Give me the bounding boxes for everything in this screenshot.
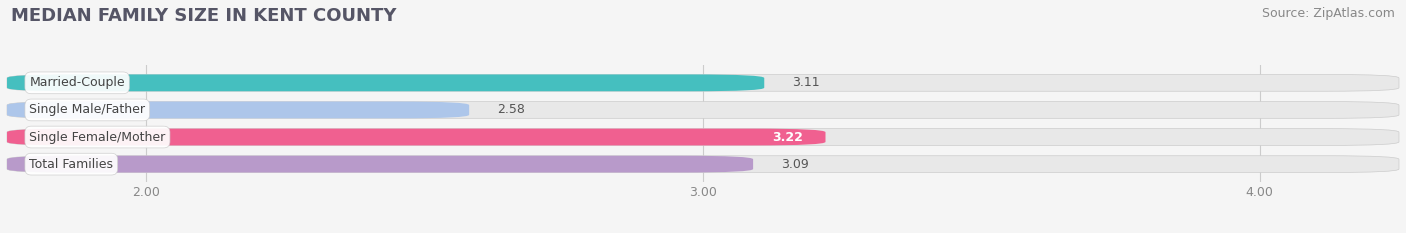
Text: MEDIAN FAMILY SIZE IN KENT COUNTY: MEDIAN FAMILY SIZE IN KENT COUNTY bbox=[11, 7, 396, 25]
FancyBboxPatch shape bbox=[7, 75, 1399, 91]
FancyBboxPatch shape bbox=[7, 129, 825, 145]
Text: Source: ZipAtlas.com: Source: ZipAtlas.com bbox=[1261, 7, 1395, 20]
Text: Single Male/Father: Single Male/Father bbox=[30, 103, 145, 116]
Text: Total Families: Total Families bbox=[30, 158, 114, 171]
FancyBboxPatch shape bbox=[7, 102, 1399, 118]
Text: 3.22: 3.22 bbox=[772, 130, 803, 144]
FancyBboxPatch shape bbox=[7, 102, 470, 118]
Text: Married-Couple: Married-Couple bbox=[30, 76, 125, 89]
FancyBboxPatch shape bbox=[7, 156, 754, 172]
FancyBboxPatch shape bbox=[7, 75, 765, 91]
Text: 3.11: 3.11 bbox=[792, 76, 820, 89]
FancyBboxPatch shape bbox=[7, 129, 1399, 145]
FancyBboxPatch shape bbox=[7, 156, 1399, 172]
Text: Single Female/Mother: Single Female/Mother bbox=[30, 130, 166, 144]
Text: 2.58: 2.58 bbox=[496, 103, 524, 116]
Text: 3.09: 3.09 bbox=[780, 158, 808, 171]
